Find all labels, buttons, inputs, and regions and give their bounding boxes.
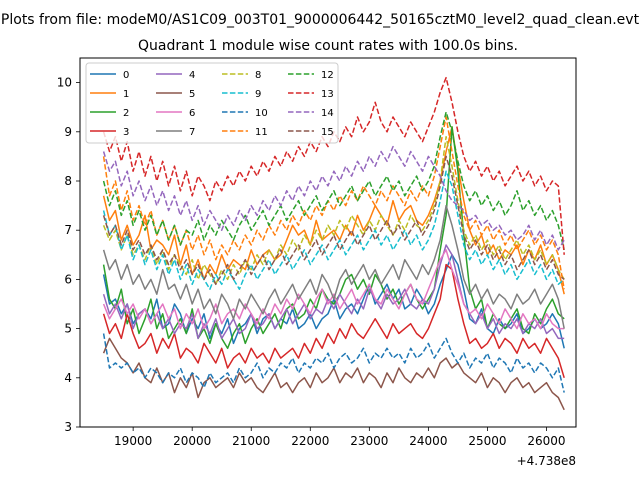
y-tick-label: 4 — [64, 371, 72, 385]
series-line-4 — [102, 244, 565, 340]
x-tick-label: 24000 — [409, 434, 447, 448]
series-line-8 — [102, 135, 565, 286]
legend-label-8: 8 — [255, 70, 261, 81]
series-line-9 — [102, 170, 565, 290]
x-axis-ticks: 19000 20000 21000 22000 23000 24000 25000 26000 — [114, 427, 566, 448]
legend-label-9: 9 — [255, 89, 261, 100]
series-line-15 — [102, 155, 565, 286]
legend-label-14: 14 — [321, 108, 334, 119]
x-tick-label: 21000 — [232, 434, 270, 448]
figure-suptitle: Plots from file: modeM0/AS1C09_003T01_90… — [1, 12, 640, 28]
legend-label-1: 1 — [123, 89, 129, 100]
x-tick-label: 19000 — [114, 434, 152, 448]
x-tick-label: 25000 — [468, 434, 506, 448]
y-tick-label: 8 — [64, 174, 72, 188]
legend-label-12: 12 — [321, 70, 334, 81]
y-tick-label: 7 — [64, 223, 72, 237]
y-tick-label: 9 — [64, 125, 72, 139]
series-line-12 — [102, 111, 565, 251]
series-line-3 — [102, 263, 565, 379]
plot-area-frame — [79, 57, 577, 428]
chart-title: Quadrant 1 module wise count rates with … — [138, 38, 518, 54]
x-tick-label: 23000 — [350, 434, 388, 448]
legend-label-0: 0 — [123, 70, 129, 81]
x-tick-label: 26000 — [527, 434, 565, 448]
y-tick-label: 10 — [57, 76, 72, 90]
series-line-14 — [102, 145, 565, 251]
y-tick-label: 3 — [64, 420, 72, 434]
legend-label-5: 5 — [189, 89, 195, 100]
series-line-10 — [102, 333, 565, 393]
legend-label-4: 4 — [189, 70, 195, 81]
legend-label-13: 13 — [321, 89, 334, 100]
legend-frame — [85, 62, 339, 144]
y-axis-ticks: 3 4 5 6 7 8 9 10 — [57, 76, 80, 434]
legend-label-7: 7 — [189, 127, 195, 138]
legend-label-10: 10 — [255, 108, 268, 119]
y-tick-label: 5 — [64, 322, 72, 336]
legend-label-15: 15 — [321, 127, 334, 138]
legend-label-6: 6 — [189, 108, 195, 119]
series-layer — [102, 76, 565, 411]
series-line-6 — [102, 249, 565, 330]
legend-label-2: 2 — [123, 108, 129, 119]
x-axis-offset-label: +4.738e8 — [517, 454, 576, 468]
y-tick-label: 6 — [64, 272, 72, 286]
series-line-7 — [102, 204, 565, 329]
legend-label-3: 3 — [123, 127, 129, 138]
legend-label-11: 11 — [255, 127, 268, 138]
x-tick-label: 22000 — [291, 434, 329, 448]
x-tick-label: 20000 — [173, 434, 211, 448]
